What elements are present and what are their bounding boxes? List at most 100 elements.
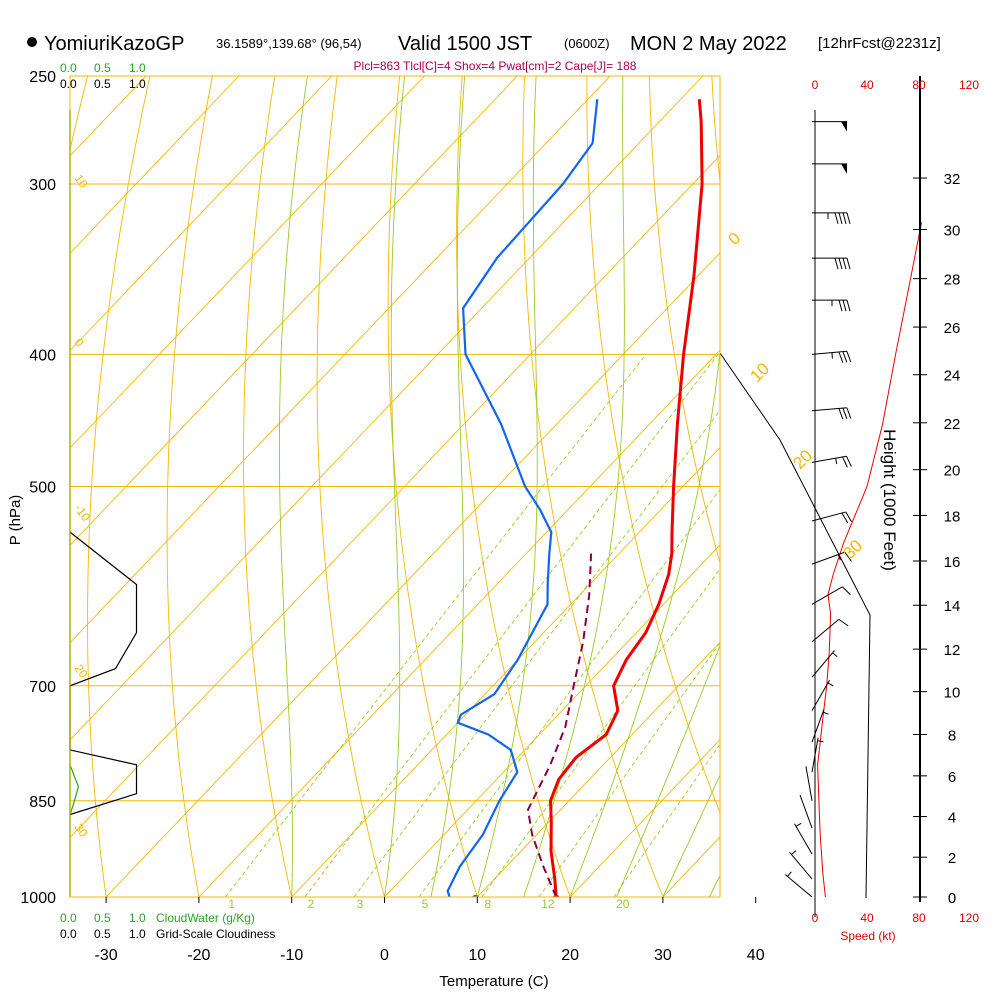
wind-barb <box>812 121 847 132</box>
wind-barb <box>799 794 813 829</box>
speed-bottom-tick: 120 <box>959 911 979 925</box>
dry-adiabat-line <box>586 76 720 814</box>
wind-barb-feather <box>846 212 851 225</box>
cloudwater-label: CloudWater (g/Kg) <box>156 911 255 925</box>
cloudiness-top-tick: 0.5 <box>94 77 111 91</box>
cloudwater-bottom-tick: 1.0 <box>129 911 146 925</box>
theta-e-label: 20 <box>789 446 816 473</box>
wind-barb-half-feather <box>795 822 802 827</box>
valid-date: MON 2 May 2022 <box>630 33 787 55</box>
moist-adiabat-line <box>569 348 720 897</box>
speed-top-tick: 120 <box>959 78 979 92</box>
wind-barb-feather <box>842 212 847 225</box>
mixing-ratio-line <box>225 354 647 897</box>
mixing-ratio-line <box>304 354 719 897</box>
mixing-ratio-label: 12 <box>541 897 555 911</box>
wind-barb-feather <box>846 299 851 312</box>
moist-adiabat-line <box>523 76 625 897</box>
wind-barb-feather <box>838 212 843 225</box>
isotherm-line <box>756 76 1000 897</box>
cloudwater-top-tick: 1.0 <box>129 61 146 75</box>
mixing-ratio-label: 3 <box>357 897 364 911</box>
speed-label: Speed (kt) <box>840 929 895 943</box>
wind-barb-shaft <box>811 455 847 463</box>
wind-barb-half-feather <box>835 458 838 465</box>
mixing-ratio-line <box>418 488 720 897</box>
height-tick-label: 4 <box>948 810 956 827</box>
isotherm-line <box>105 252 720 897</box>
dry-adiabat-line <box>456 76 571 897</box>
height-tick-label: 6 <box>948 769 956 786</box>
wind-barb-shaft <box>794 823 813 855</box>
height-tick-label: 30 <box>944 223 961 240</box>
dry-adiabat-line <box>837 76 1000 897</box>
isotherm-line <box>70 76 425 449</box>
height-tick-label: 14 <box>944 598 961 615</box>
height-tick-label: 0 <box>948 890 956 907</box>
pressure-tick-label: 500 <box>29 480 56 497</box>
wind-barb-shaft <box>799 794 813 829</box>
wind-barb <box>811 737 824 773</box>
wind-barb-pennant <box>841 163 847 174</box>
wind-barb-feather <box>834 257 839 270</box>
speed-bottom-tick: 80 <box>912 911 926 925</box>
wind-barb-feather <box>842 351 848 363</box>
dry-adiabat-line <box>87 76 151 897</box>
wind-barb-pennant <box>841 121 847 132</box>
isotherm-line <box>476 641 720 897</box>
isotherm-line <box>70 76 611 644</box>
cloudwater-top-tick: 0.0 <box>60 61 77 75</box>
moist-adiabat-line <box>278 76 308 897</box>
dry-adiabat-label: 10 <box>72 172 91 191</box>
cloudiness-bottom-tick: 1.0 <box>129 927 146 941</box>
wind-barb-feather <box>846 257 851 270</box>
dry-adiabat-line <box>387 76 478 897</box>
plot-frame <box>69 75 721 898</box>
dry-adiabat-line <box>962 76 1000 897</box>
dry-adiabat-line <box>648 76 720 565</box>
wind-barb-feather <box>846 456 852 467</box>
speed-top-tick: 40 <box>860 78 874 92</box>
wind-barb-shaft <box>811 350 847 355</box>
wind-barb <box>811 680 834 711</box>
station-bullet <box>27 37 37 47</box>
wind-barb-half-feather <box>822 711 829 715</box>
speed-top-tick: 0 <box>812 78 819 92</box>
x-axis-title: Temperature (C) <box>439 973 548 990</box>
pressure-tick-label: 700 <box>29 679 56 696</box>
station-name: YomiuriKazoGP <box>44 33 184 55</box>
wind-barb-half-feather <box>831 352 833 359</box>
speed-profile-line <box>817 222 923 898</box>
wind-barb-shaft <box>789 851 813 880</box>
wind-barb-feather <box>838 408 844 420</box>
dry-adiabat-label: 30 <box>72 821 91 840</box>
wind-barb <box>812 299 851 312</box>
wind-barb-feather <box>838 257 843 270</box>
wind-barb-feather <box>842 407 848 419</box>
mixing-ratio-line <box>353 409 720 897</box>
height-tick-label: 28 <box>944 272 961 289</box>
height-tick-label: 18 <box>944 508 961 525</box>
height-axis-title: Height (1000 Feet) <box>880 429 899 571</box>
speed-top-tick: 80 <box>912 78 926 92</box>
wind-barb-shaft <box>811 586 843 605</box>
wind-barb <box>811 511 852 524</box>
wind-barb-shaft <box>805 766 813 801</box>
wind-barb <box>811 455 852 468</box>
pressure-tick-label: 1000 <box>20 890 56 907</box>
speed-bottom-ticks: 0 40 80 120 Speed (kt) <box>812 911 980 943</box>
isotherm-line <box>70 76 518 547</box>
mixing-ratio-label: 1 <box>228 897 235 911</box>
grid-layer <box>70 76 1000 897</box>
pressure-tick-label: 400 <box>29 347 56 364</box>
wind-barb-feather <box>841 512 849 524</box>
cloudwater-bottom-tick: 0.0 <box>60 911 77 925</box>
wind-barb <box>789 850 813 880</box>
x-tick-label: -10 <box>280 947 303 964</box>
wind-barb-feather <box>842 299 847 312</box>
dry-adiabat-label: 0 <box>72 336 87 350</box>
cloudwater-bottom-tick: 0.5 <box>94 911 111 925</box>
mixing-ratio-label: 5 <box>422 897 429 911</box>
mixing-ratio-line <box>481 568 720 897</box>
